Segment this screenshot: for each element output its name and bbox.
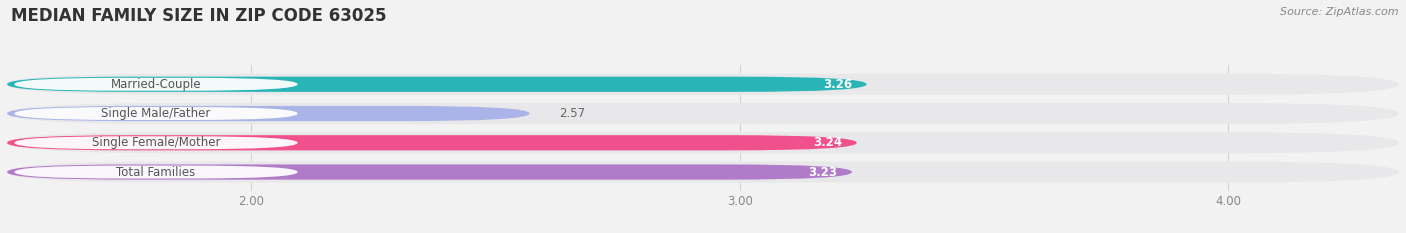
- Text: Total Families: Total Families: [117, 165, 195, 178]
- FancyBboxPatch shape: [7, 74, 1399, 95]
- Text: 3.26: 3.26: [823, 78, 852, 91]
- Text: 2.57: 2.57: [560, 107, 585, 120]
- Text: Single Female/Mother: Single Female/Mother: [91, 136, 221, 149]
- Text: 3.24: 3.24: [813, 136, 842, 149]
- Text: 3.23: 3.23: [808, 165, 838, 178]
- FancyBboxPatch shape: [7, 77, 866, 92]
- FancyBboxPatch shape: [7, 132, 1399, 153]
- Text: MEDIAN FAMILY SIZE IN ZIP CODE 63025: MEDIAN FAMILY SIZE IN ZIP CODE 63025: [11, 7, 387, 25]
- FancyBboxPatch shape: [7, 106, 530, 121]
- FancyBboxPatch shape: [7, 135, 856, 150]
- FancyBboxPatch shape: [14, 136, 298, 149]
- Text: Single Male/Father: Single Male/Father: [101, 107, 211, 120]
- FancyBboxPatch shape: [7, 161, 1399, 183]
- FancyBboxPatch shape: [7, 164, 852, 180]
- FancyBboxPatch shape: [14, 166, 298, 178]
- Text: Married-Couple: Married-Couple: [111, 78, 201, 91]
- FancyBboxPatch shape: [14, 78, 298, 91]
- Text: Source: ZipAtlas.com: Source: ZipAtlas.com: [1281, 7, 1399, 17]
- FancyBboxPatch shape: [14, 107, 298, 120]
- FancyBboxPatch shape: [7, 103, 1399, 124]
